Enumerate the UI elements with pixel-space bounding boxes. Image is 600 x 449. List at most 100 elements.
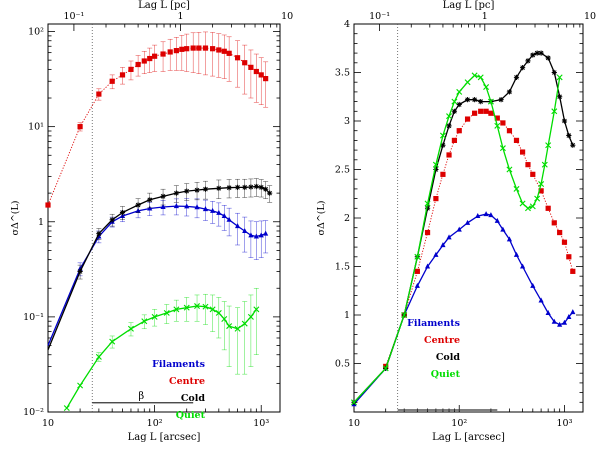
y-tick-label: 10¹ — [28, 122, 44, 133]
data-point — [141, 318, 148, 325]
data-point — [424, 229, 431, 236]
data-point — [119, 72, 126, 78]
data-point — [551, 69, 557, 76]
x-axis-label: Lag L [arcsec] — [128, 432, 201, 443]
data-point — [557, 321, 563, 327]
data-point — [446, 123, 452, 129]
data-point — [194, 187, 200, 193]
data-point — [439, 132, 446, 139]
data-point — [487, 98, 494, 105]
data-point — [202, 303, 209, 310]
data-point — [414, 282, 420, 288]
data-point — [433, 196, 439, 202]
data-point — [147, 197, 153, 203]
legend-quiet: Quiet — [176, 410, 206, 421]
data-point — [173, 190, 179, 196]
legend-centre: Centre — [424, 335, 460, 346]
data-point — [524, 205, 531, 212]
y-tick-label: 1.5 — [335, 262, 350, 273]
data-point — [382, 365, 389, 372]
data-point — [530, 52, 536, 58]
data-point — [545, 55, 551, 61]
data-point — [538, 50, 544, 56]
data-point — [556, 74, 563, 81]
data-point — [478, 99, 484, 105]
series-line — [353, 52, 574, 403]
data-point — [242, 184, 248, 190]
series-line — [353, 213, 574, 405]
data-point — [506, 166, 513, 173]
data-point — [433, 251, 439, 257]
data-point — [160, 193, 166, 199]
series-quiet — [63, 287, 260, 412]
data-point — [488, 110, 494, 116]
data-point — [216, 47, 222, 53]
series-filaments — [47, 198, 269, 346]
data-point — [179, 46, 185, 52]
data-point — [109, 217, 115, 223]
data-point — [534, 50, 540, 56]
data-point — [253, 68, 259, 75]
data-point — [221, 212, 227, 218]
data-point — [234, 55, 241, 61]
data-point — [45, 202, 51, 208]
data-point — [538, 188, 544, 194]
data-point — [451, 98, 458, 105]
data-point — [494, 217, 500, 223]
data-point — [258, 72, 264, 78]
data-point — [530, 282, 536, 288]
data-point — [210, 207, 216, 213]
data-point — [551, 220, 557, 226]
data-point — [216, 185, 222, 191]
right-panel: 10 10² 10³ 10⁻¹ 1 10 0.5 1 1.5 2 2.5 3 3.5 4 Lag L [ar… — [316, 0, 596, 443]
data-point — [414, 268, 420, 274]
data-point — [551, 318, 557, 324]
y-tick-label: 10⁻¹ — [23, 312, 44, 323]
data-point — [424, 205, 431, 211]
top-axis-label: Lag L [pc] — [443, 0, 495, 11]
data-point — [557, 94, 563, 100]
data-point — [446, 234, 452, 240]
data-point — [456, 101, 462, 108]
data-point — [519, 65, 526, 71]
data-point — [475, 213, 481, 219]
data-point — [248, 184, 254, 190]
data-point — [147, 55, 153, 62]
data-point — [173, 306, 180, 313]
data-point — [77, 382, 84, 389]
data-point — [566, 132, 572, 139]
series-filaments — [351, 211, 576, 407]
beta-label: β — [138, 391, 144, 402]
data-point — [135, 202, 141, 208]
x-tick-label: 10² — [147, 418, 163, 429]
data-point — [456, 128, 462, 134]
data-point — [209, 306, 216, 313]
data-point — [500, 120, 506, 126]
data-point — [414, 253, 421, 260]
data-point — [506, 236, 513, 242]
data-point — [561, 239, 568, 245]
y-tick-label: 3.5 — [335, 68, 350, 79]
data-point — [464, 219, 471, 225]
data-point — [499, 145, 506, 152]
data-point — [194, 204, 200, 210]
data-point — [184, 203, 190, 209]
legend-filaments: Filaments — [152, 359, 205, 370]
data-point — [451, 108, 458, 114]
data-point — [471, 72, 478, 79]
top-tick-label: 10⁻¹ — [369, 11, 390, 22]
data-point — [483, 84, 490, 91]
data-point — [440, 242, 446, 248]
top-axis-label: Lag L [pc] — [138, 0, 190, 11]
legend-centre: Centre — [169, 376, 205, 387]
data-point — [263, 230, 269, 236]
data-point — [202, 45, 209, 51]
data-point — [570, 142, 576, 148]
top-tick-label: 10 — [281, 11, 293, 22]
data-point — [456, 226, 462, 232]
data-point — [77, 268, 83, 275]
data-point — [135, 61, 141, 68]
data-point — [253, 233, 259, 239]
series-quiet — [351, 72, 563, 406]
